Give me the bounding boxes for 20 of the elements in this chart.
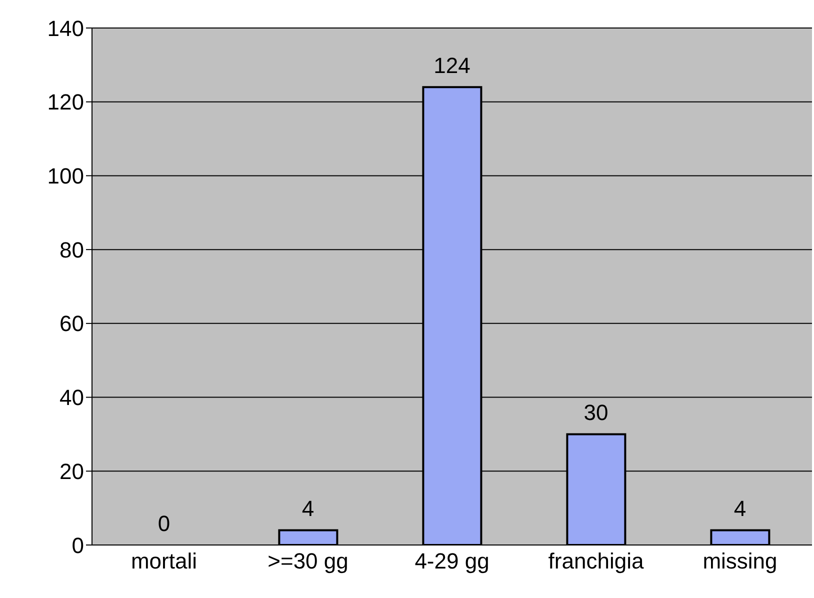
x-tick-label: >=30 gg [268,548,348,574]
data-label: 0 [158,511,170,536]
data-label: 30 [584,400,608,426]
y-tick-label: 20 [60,458,84,484]
y-tick-label: 100 [47,164,84,189]
y-tick-label: 0 [72,532,84,558]
x-tick-label: mortali [130,548,198,574]
data-label: 124 [434,53,470,78]
y-tick-label: 40 [60,385,84,410]
bar [278,529,338,545]
x-tick-label: missing [702,548,778,574]
data-label: 4 [734,496,746,522]
x-tick-label: franchigia [548,548,644,574]
y-tick-label: 140 [47,16,84,41]
y-tick-label: 120 [47,90,84,115]
y-tick-label: 60 [60,311,84,336]
bar [710,529,770,545]
data-label: 4 [302,496,314,522]
x-tick-label: 4-29 gg [414,548,490,574]
y-tick-label: 80 [60,237,84,262]
